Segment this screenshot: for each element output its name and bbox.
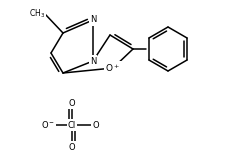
- Text: Cl: Cl: [68, 120, 76, 129]
- Text: CH$_3$: CH$_3$: [29, 8, 45, 20]
- Text: N: N: [90, 56, 96, 65]
- Text: O$^-$: O$^-$: [41, 120, 55, 131]
- Text: N: N: [90, 16, 96, 24]
- Text: O: O: [69, 143, 75, 152]
- Text: O: O: [93, 120, 99, 129]
- Text: O: O: [69, 99, 75, 108]
- Text: O$^+$: O$^+$: [106, 62, 121, 74]
